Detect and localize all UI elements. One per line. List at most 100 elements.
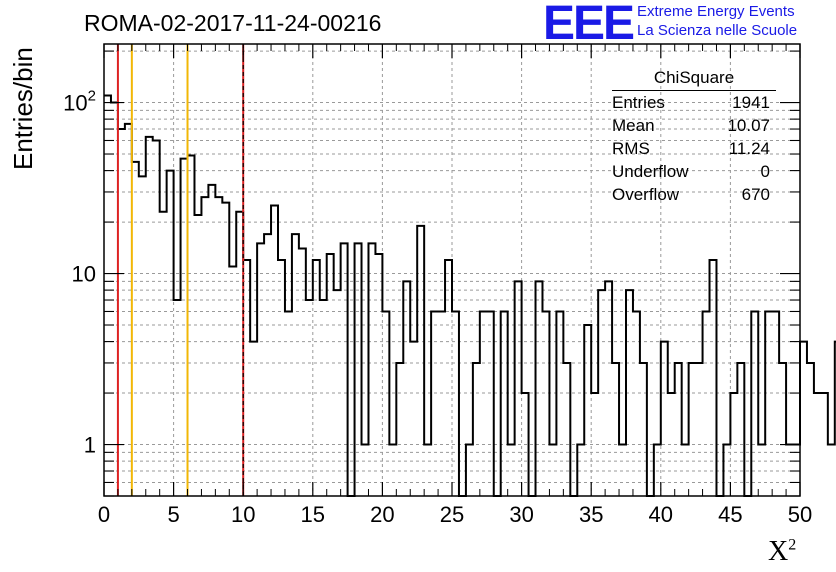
hist-bin [765,311,772,496]
hist-bin [821,393,828,496]
stats-value: 1941 [732,93,770,112]
hist-bin [501,311,508,496]
hist-bin [417,226,424,496]
x-axis-label-sup: 2 [788,536,797,554]
hist-bin [396,363,403,496]
logo-line-1: Extreme Energy Events [637,3,795,20]
hist-bin [737,363,744,496]
hist-bin [640,363,647,496]
hist-bin [633,311,640,496]
hist-bin [563,363,570,496]
hist-bin [814,393,821,496]
hist-bin [403,281,410,496]
hist-bin [515,281,522,496]
x-tick-label: 15 [301,502,325,527]
hist-bin [382,311,389,496]
hist-bin [612,363,619,496]
x-tick-label: 45 [718,502,742,527]
hist-bin [779,363,786,496]
eee-logo: EEE [543,0,635,50]
stats-label: Overflow [612,185,680,204]
stats-value: 0 [760,162,770,181]
hist-bin [487,311,494,496]
x-tick-label: 30 [509,502,533,527]
hist-bin [772,311,779,496]
hist-bin [250,342,257,496]
x-tick-label: 0 [98,502,110,527]
hist-bin [306,300,313,496]
hist-bin [431,311,438,496]
hist-bin [201,197,208,496]
stats-row-rms: RMS 11.24 [612,137,776,160]
hist-bin [828,445,835,496]
reference-lines [116,44,245,496]
chart-title: ROMA-02-2017-11-24-00216 [84,10,382,36]
stats-label: RMS [612,139,650,158]
hist-bin [320,300,327,496]
hist-bin [480,311,487,496]
hist-bin [473,363,480,496]
hist-bin [661,342,668,496]
hist-bin [215,197,222,496]
stats-value: 11.24 [728,139,770,158]
hist-bin [118,129,125,496]
hist-bin [696,363,703,496]
stats-row-overflow: Overflow 670 [612,183,776,206]
stats-row-entries: Entries 1941 [612,91,776,114]
stats-value: 670 [741,185,770,204]
axis-tick-labels: 0 5 10 15 20 25 30 35 40 45 50 1 10 102 [63,88,812,527]
hist-bin [675,363,682,496]
hist-bin [104,95,111,496]
x-axis-label: X2 [768,536,796,568]
hist-bin [153,140,160,496]
stats-box: ChiSquare Entries 1941 Mean 10.07 RMS 11.24… [612,68,776,206]
hist-bin [452,311,459,496]
stats-label: Entries [612,93,665,112]
hist-bin [410,342,417,496]
hist-bin [536,281,543,496]
stats-value: 10.07 [727,116,770,135]
x-axis-label-base: X [768,536,789,567]
x-tick-label: 35 [579,502,603,527]
hist-bin [807,363,814,496]
hist-bin [139,176,146,496]
hist-bin [751,311,758,496]
y-tick-label: 10 [72,262,96,287]
hist-bin [160,212,167,496]
hist-bin [605,281,612,496]
hist-bin [542,311,549,496]
x-tick-label: 5 [167,502,179,527]
hist-bin [285,311,292,496]
x-tick-label: 20 [370,502,394,527]
x-tick-label: 25 [440,502,464,527]
logo-line-2: La Scienza nelle Scuole [637,22,798,39]
stats-label: Mean [612,116,655,135]
hist-bin [703,311,710,496]
hist-bin [125,124,132,496]
x-tick-label: 10 [231,502,255,527]
stats-row-mean: Mean 10.07 [612,114,776,137]
hist-bin [584,325,591,496]
hist-bin [167,171,174,496]
x-tick-label: 50 [788,502,812,527]
hist-bin [556,311,563,496]
hist-bin [181,159,188,496]
stats-label: Underflow [612,162,689,181]
hist-bin [208,185,215,496]
axis-ticks [103,44,801,497]
y-tick-label: 102 [63,88,96,116]
stats-box-name: ChiSquare [612,68,776,91]
y-tick-label: 1 [84,433,96,458]
hist-bin [299,249,306,496]
hist-bin [800,342,807,496]
hist-bin [438,311,445,496]
hist-bin [111,103,118,496]
histogram-outline [104,94,836,497]
hist-bin [174,300,181,496]
stats-row-underflow: Underflow 0 [612,160,776,183]
hist-bin [132,162,139,496]
hist-bin [689,363,696,496]
hist-bin [194,215,201,496]
